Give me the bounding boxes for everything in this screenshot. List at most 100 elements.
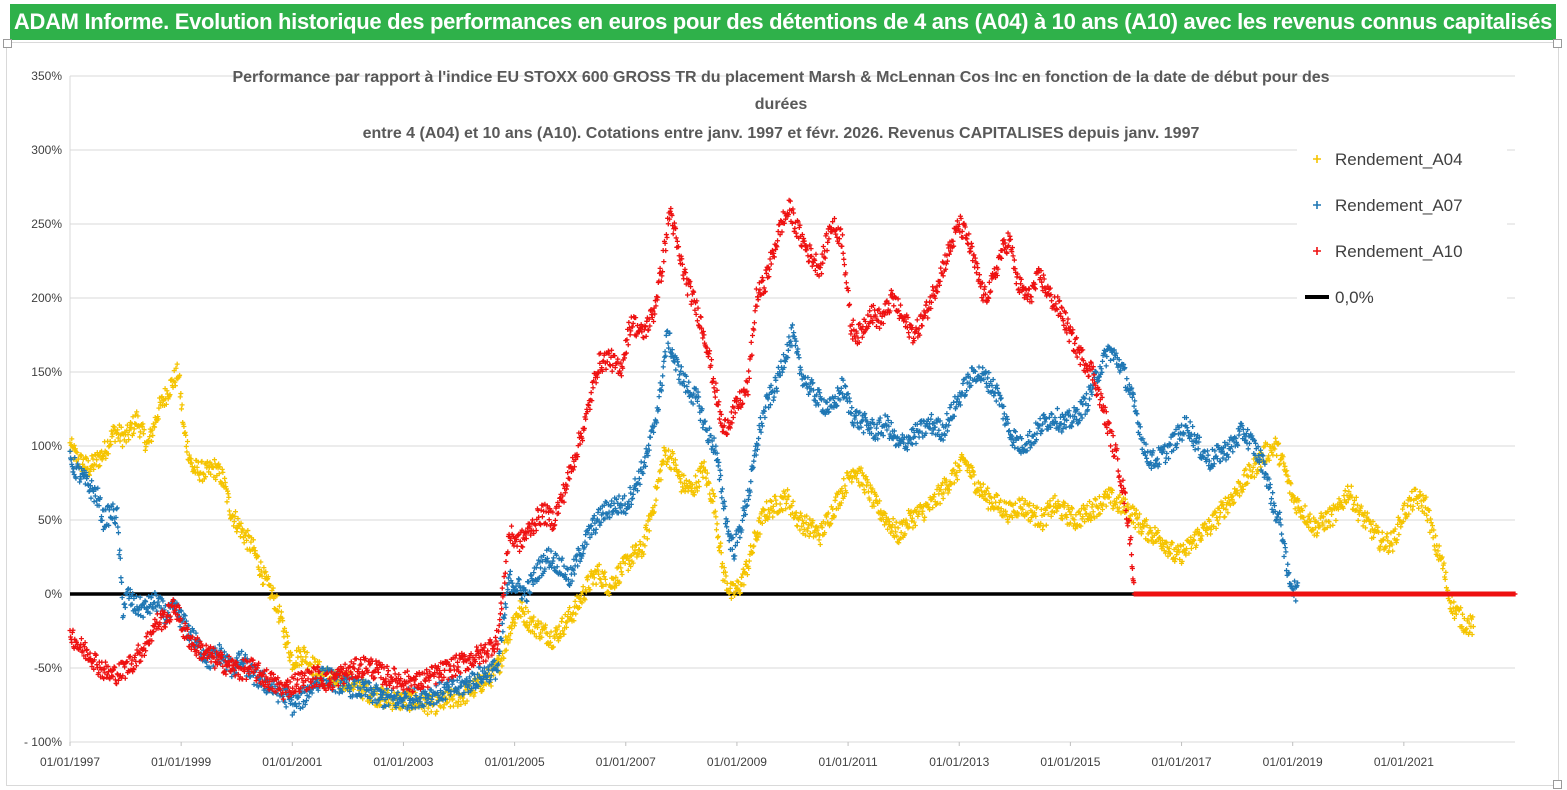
data-point-a04 — [1087, 499, 1093, 505]
data-point-a04 — [927, 507, 933, 513]
data-point-a04 — [287, 658, 293, 664]
data-point-a07 — [575, 563, 581, 569]
data-point-a04 — [899, 521, 905, 527]
data-point-a04 — [548, 629, 554, 635]
data-point-a04 — [576, 604, 582, 610]
data-point-a04 — [433, 711, 439, 717]
data-point-a04 — [563, 624, 569, 630]
data-point-a07 — [1245, 446, 1251, 452]
data-point-a04 — [654, 484, 660, 490]
data-point-a04 — [702, 467, 708, 473]
data-point-a04 — [835, 506, 841, 512]
data-point-a04 — [111, 424, 117, 430]
data-point-a07 — [115, 530, 121, 536]
data-point-a04 — [499, 663, 505, 669]
data-point-a04 — [744, 572, 750, 578]
data-point-a07 — [773, 377, 779, 383]
data-point-a04 — [670, 451, 676, 457]
data-point-a04 — [676, 468, 682, 474]
data-point-a04 — [740, 566, 746, 572]
data-point-a04 — [508, 630, 514, 636]
data-point-a04 — [938, 482, 944, 488]
data-point-a04 — [738, 574, 744, 580]
data-point-a04 — [544, 631, 550, 637]
data-point-a04 — [78, 453, 84, 459]
data-point-a07 — [1281, 554, 1287, 560]
data-point-a07 — [774, 388, 780, 394]
data-point-a07 — [980, 365, 986, 371]
data-point-a04 — [542, 622, 548, 628]
data-point-a10 — [84, 646, 90, 652]
data-point-a04 — [922, 514, 928, 520]
data-point-a04 — [1443, 569, 1449, 575]
data-point-a04 — [751, 543, 757, 549]
data-point-a04 — [464, 698, 470, 704]
data-point-a04 — [251, 545, 257, 551]
data-point-a04 — [956, 463, 962, 469]
data-point-a04 — [294, 648, 300, 654]
data-point-a04 — [714, 521, 720, 527]
data-point-a04 — [119, 444, 125, 450]
data-point-a07 — [847, 399, 853, 405]
data-point-a04 — [69, 436, 75, 442]
data-point-a10 — [414, 671, 420, 677]
data-point-a04 — [892, 524, 898, 530]
data-point-a07 — [1177, 436, 1183, 442]
data-point-a07 — [751, 458, 757, 464]
data-point-a04 — [316, 659, 322, 665]
data-point-a04 — [806, 533, 812, 539]
data-point-a04 — [421, 708, 427, 714]
data-point-a04 — [115, 427, 121, 433]
data-point-a10 — [476, 655, 482, 661]
data-point-a04 — [662, 452, 668, 458]
data-point-a04 — [1355, 502, 1361, 508]
data-point-a04 — [882, 522, 888, 528]
data-point-a04 — [167, 392, 173, 398]
data-point-a04 — [179, 402, 185, 408]
data-point-a04 — [1277, 461, 1283, 467]
data-point-a10 — [78, 636, 84, 642]
data-point-a04 — [863, 474, 869, 480]
data-point-a04 — [600, 583, 606, 589]
data-point-a04 — [683, 485, 689, 491]
data-point-a04 — [986, 491, 992, 497]
data-point-a04 — [547, 634, 553, 640]
data-point-a04 — [572, 598, 578, 604]
data-point-a10 — [392, 666, 398, 672]
data-point-a04 — [691, 492, 697, 498]
data-point-a04 — [615, 564, 621, 570]
data-point-a07 — [719, 495, 725, 501]
data-point-a04 — [804, 513, 810, 519]
data-point-a04 — [276, 619, 282, 625]
data-point-a04 — [252, 548, 258, 554]
data-point-a07 — [757, 415, 763, 421]
data-point-a04 — [1222, 495, 1228, 501]
data-point-a04 — [741, 582, 747, 588]
data-point-a04 — [97, 463, 103, 469]
data-point-a07 — [1187, 419, 1193, 425]
data-point-a10 — [385, 668, 391, 674]
data-point-a04 — [1152, 525, 1158, 531]
data-point-a04 — [732, 583, 738, 589]
data-point-a04 — [125, 431, 131, 437]
data-point-a04 — [283, 644, 289, 650]
data-point-a04 — [518, 605, 524, 611]
data-point-a04 — [580, 584, 586, 590]
data-point-a04 — [237, 534, 243, 540]
data-point-a04 — [801, 527, 807, 533]
data-point-a07 — [1230, 449, 1236, 455]
data-point-a04 — [235, 516, 241, 522]
data-point-a04 — [696, 484, 702, 490]
data-point-a04 — [880, 516, 886, 522]
data-point-a04 — [135, 413, 141, 419]
data-point-a04 — [270, 585, 276, 591]
data-point-a04 — [715, 533, 721, 539]
data-point-a04 — [156, 405, 162, 411]
data-point-a07 — [684, 384, 690, 390]
data-point-a04 — [94, 457, 100, 463]
data-point-a04 — [641, 551, 647, 557]
data-point-a07 — [1124, 376, 1130, 382]
data-point-a04 — [547, 639, 553, 645]
data-point-a04 — [810, 518, 816, 524]
data-point-a04 — [183, 444, 189, 450]
